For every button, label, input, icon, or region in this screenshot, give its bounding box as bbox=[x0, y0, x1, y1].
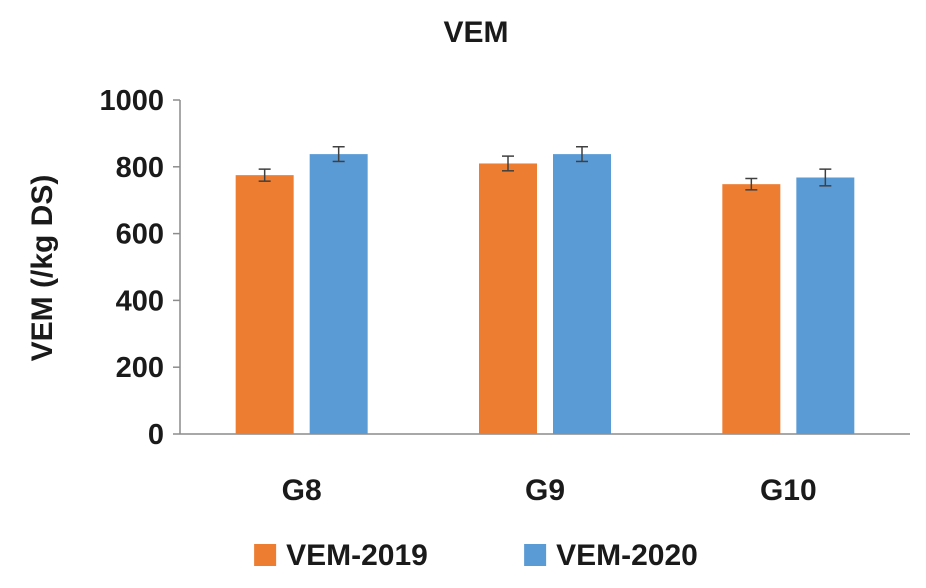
x-tick-label: G8 bbox=[282, 474, 322, 507]
y-tick-label: 600 bbox=[116, 219, 164, 251]
y-tick-label: 1000 bbox=[99, 85, 164, 117]
legend-label: VEM-2020 bbox=[556, 539, 698, 572]
bar-VEM-2020-G8 bbox=[309, 154, 368, 434]
y-axis: 0 200 400 600 800 1000 bbox=[99, 85, 181, 451]
x-tick-label: G9 bbox=[525, 474, 565, 507]
legend-item: VEM-2020 bbox=[524, 539, 698, 572]
bar-VEM-2019-G10 bbox=[722, 184, 781, 434]
y-tick-label: 0 bbox=[148, 419, 164, 451]
legend-swatch bbox=[524, 544, 547, 566]
bars-group bbox=[235, 146, 855, 434]
y-tick-label: 200 bbox=[116, 352, 164, 384]
legend-label: VEM-2019 bbox=[286, 539, 428, 572]
chart-title: VEM bbox=[443, 16, 508, 49]
bar-VEM-2019-G8 bbox=[235, 175, 294, 434]
y-tick-label: 400 bbox=[116, 285, 164, 317]
legend-swatch bbox=[254, 544, 277, 566]
y-axis-label: VEM (/kg DS) bbox=[26, 175, 59, 362]
bar-VEM-2020-G10 bbox=[796, 177, 855, 434]
x-tick-label: G10 bbox=[760, 474, 817, 507]
x-axis: G8 G9 G10 bbox=[180, 433, 910, 507]
bar-VEM-2019-G9 bbox=[479, 163, 537, 434]
bar-VEM-2020-G9 bbox=[553, 154, 611, 434]
legend: VEM-2019 VEM-2020 bbox=[254, 539, 698, 572]
y-tick-label: 800 bbox=[116, 152, 164, 184]
legend-item: VEM-2019 bbox=[254, 539, 428, 572]
